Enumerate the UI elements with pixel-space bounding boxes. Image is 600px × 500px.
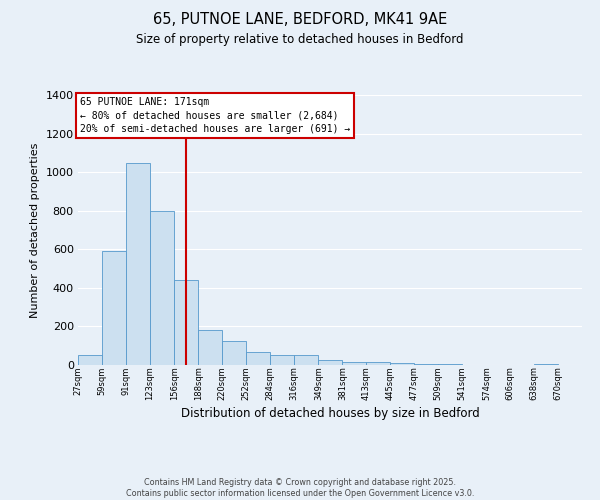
- Bar: [270, 356, 294, 365]
- Text: Size of property relative to detached houses in Bedford: Size of property relative to detached ho…: [136, 32, 464, 46]
- Text: 65, PUTNOE LANE, BEDFORD, MK41 9AE: 65, PUTNOE LANE, BEDFORD, MK41 9AE: [153, 12, 447, 28]
- Bar: [126, 162, 149, 365]
- Bar: [414, 364, 438, 365]
- Text: Contains HM Land Registry data © Crown copyright and database right 2025.
Contai: Contains HM Land Registry data © Crown c…: [126, 478, 474, 498]
- Y-axis label: Number of detached properties: Number of detached properties: [30, 142, 40, 318]
- Bar: [438, 364, 462, 365]
- Bar: [102, 251, 126, 365]
- Bar: [390, 363, 414, 365]
- Bar: [222, 341, 246, 365]
- Bar: [198, 330, 222, 365]
- Bar: [294, 356, 317, 365]
- Bar: [78, 356, 102, 365]
- Bar: [149, 210, 173, 365]
- Bar: [366, 362, 390, 365]
- Bar: [175, 280, 198, 365]
- Bar: [319, 360, 343, 365]
- Bar: [534, 364, 558, 365]
- Bar: [343, 362, 366, 365]
- X-axis label: Distribution of detached houses by size in Bedford: Distribution of detached houses by size …: [181, 408, 479, 420]
- Text: 65 PUTNOE LANE: 171sqm
← 80% of detached houses are smaller (2,684)
20% of semi-: 65 PUTNOE LANE: 171sqm ← 80% of detached…: [80, 97, 350, 134]
- Bar: [246, 352, 270, 365]
